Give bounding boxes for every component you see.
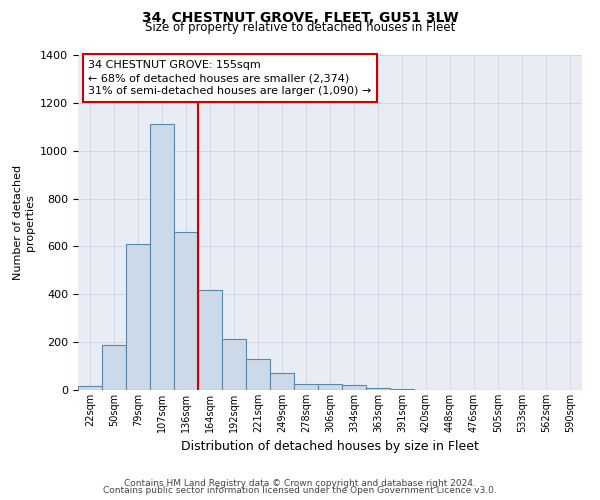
Text: Size of property relative to detached houses in Fleet: Size of property relative to detached ho… [145, 22, 455, 35]
Bar [390, 389, 414, 390]
Text: Contains HM Land Registry data © Crown copyright and database right 2024.: Contains HM Land Registry data © Crown c… [124, 478, 476, 488]
Bar [198, 290, 222, 390]
Bar [366, 388, 390, 390]
Text: 34 CHESTNUT GROVE: 155sqm
← 68% of detached houses are smaller (2,374)
31% of se: 34 CHESTNUT GROVE: 155sqm ← 68% of detac… [88, 60, 371, 96]
Y-axis label: Number of detached
properties: Number of detached properties [13, 165, 35, 280]
Bar [222, 338, 246, 390]
Bar [102, 344, 126, 390]
Bar [342, 385, 366, 390]
X-axis label: Distribution of detached houses by size in Fleet: Distribution of detached houses by size … [181, 440, 479, 454]
Bar [174, 232, 198, 390]
Bar [270, 373, 294, 390]
Bar [294, 384, 318, 390]
Bar [78, 386, 102, 390]
Text: Contains public sector information licensed under the Open Government Licence v3: Contains public sector information licen… [103, 486, 497, 495]
Bar [150, 124, 174, 390]
Text: 34, CHESTNUT GROVE, FLEET, GU51 3LW: 34, CHESTNUT GROVE, FLEET, GU51 3LW [142, 12, 458, 26]
Bar [246, 359, 270, 390]
Bar [318, 384, 342, 390]
Bar [126, 244, 150, 390]
